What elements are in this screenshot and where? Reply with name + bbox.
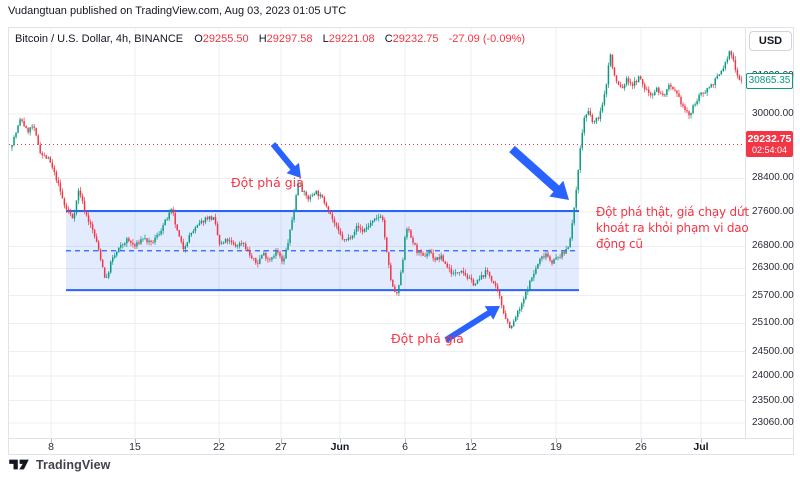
time-axis-label: 22 bbox=[213, 441, 225, 453]
price-axis-label: 24000.00 bbox=[752, 369, 794, 381]
time-axis-label: 19 bbox=[550, 441, 562, 453]
low-value: L29221.08 bbox=[322, 33, 375, 45]
currency-toggle-button[interactable]: USD bbox=[749, 31, 792, 51]
time-axis-tick bbox=[51, 439, 52, 443]
time-axis-label: 8 bbox=[48, 441, 54, 453]
time-axis-tick bbox=[556, 439, 557, 443]
time-axis-tick bbox=[405, 439, 406, 443]
bar-countdown: 02:54:04 bbox=[751, 145, 788, 156]
annotation-line: động cũ bbox=[596, 237, 643, 251]
price-axis[interactable]: 31000.0030000.0028400.0027600.0026800.00… bbox=[745, 28, 794, 438]
symbol-title: Bitcoin / U.S. Dollar, 4h, BINANCE bbox=[15, 33, 184, 45]
price-axis-label: 24500.00 bbox=[752, 345, 794, 357]
time-axis-tick bbox=[281, 439, 282, 443]
arrow-head bbox=[484, 306, 500, 320]
down-candle-bodies bbox=[21, 51, 743, 329]
price-axis-label: 26800.00 bbox=[752, 240, 794, 252]
tradingview-logo-text: TradingView bbox=[36, 457, 111, 472]
price-axis-label: 25100.00 bbox=[752, 317, 794, 329]
time-axis-label: 6 bbox=[402, 441, 408, 453]
annotation-real-breakout: Đột phá thật, giá chạy dứt khoát ra khỏi… bbox=[596, 204, 749, 252]
arrow-shaft[interactable] bbox=[270, 142, 297, 172]
price-axis-label: 26300.00 bbox=[752, 262, 794, 274]
price-axis-label: 27600.00 bbox=[752, 205, 794, 217]
arrow-head bbox=[549, 180, 569, 200]
current-price-value: 29232.75 bbox=[747, 133, 792, 146]
arrow-shaft[interactable] bbox=[444, 309, 493, 343]
annotation-false-breakout-2: Đột phá giả bbox=[391, 331, 464, 346]
annotation-line: Đột phá thật, giá chạy dứt bbox=[596, 205, 749, 219]
attribution-text: Vudangtuan published on TradingView.com,… bbox=[8, 5, 347, 17]
price-axis-label: 23500.00 bbox=[752, 394, 794, 406]
tradingview-watermark[interactable]: TradingView bbox=[8, 457, 111, 472]
price-axis-label: 25700.00 bbox=[752, 289, 794, 301]
time-axis-label: Jul bbox=[693, 441, 709, 453]
open-value: O29255.50 bbox=[194, 33, 249, 45]
price-axis-label: 23060.00 bbox=[752, 416, 794, 428]
arrow-shaft[interactable] bbox=[509, 145, 561, 194]
price-axis-label: 30000.00 bbox=[752, 108, 794, 119]
candlestick-plot[interactable] bbox=[9, 28, 793, 454]
tradingview-logo-icon bbox=[9, 459, 29, 470]
arrow-head bbox=[286, 162, 301, 178]
close-value: C29232.75 bbox=[384, 33, 439, 45]
time-axis[interactable]: 8 15 22 27 Jun 6 12 19 26 Jul bbox=[9, 438, 793, 454]
time-axis-label: 27 bbox=[275, 441, 287, 453]
time-axis-tick bbox=[340, 439, 341, 443]
up-candle-bodies bbox=[11, 51, 731, 329]
time-axis-label: Jun bbox=[330, 441, 350, 453]
time-axis-tick bbox=[641, 439, 642, 443]
change-value: -27.09 (-0.09%) bbox=[448, 33, 526, 45]
chart-panel[interactable]: Bitcoin / U.S. Dollar, 4h, BINANCE O2925… bbox=[8, 27, 794, 455]
current-price-badge: 29232.75 02:54:04 bbox=[746, 131, 793, 158]
time-axis-tick bbox=[701, 439, 702, 443]
annotation-false-breakout-1: Đột phá giả bbox=[231, 175, 304, 190]
time-axis-tick bbox=[219, 439, 220, 443]
last-close-price-badge: 30865.35 bbox=[746, 72, 793, 89]
high-value: H29297.58 bbox=[258, 33, 313, 45]
chart-legend: Bitcoin / U.S. Dollar, 4h, BINANCE O2925… bbox=[15, 33, 525, 45]
time-axis-tick bbox=[135, 439, 136, 443]
time-axis-label: 26 bbox=[635, 441, 647, 453]
annotation-line: khoát ra khỏi phạm vi dao bbox=[596, 221, 749, 235]
time-axis-label: 15 bbox=[129, 441, 141, 453]
time-axis-tick bbox=[471, 439, 472, 443]
time-axis-label: 12 bbox=[465, 441, 477, 453]
price-axis-label: 28400.00 bbox=[752, 172, 794, 184]
